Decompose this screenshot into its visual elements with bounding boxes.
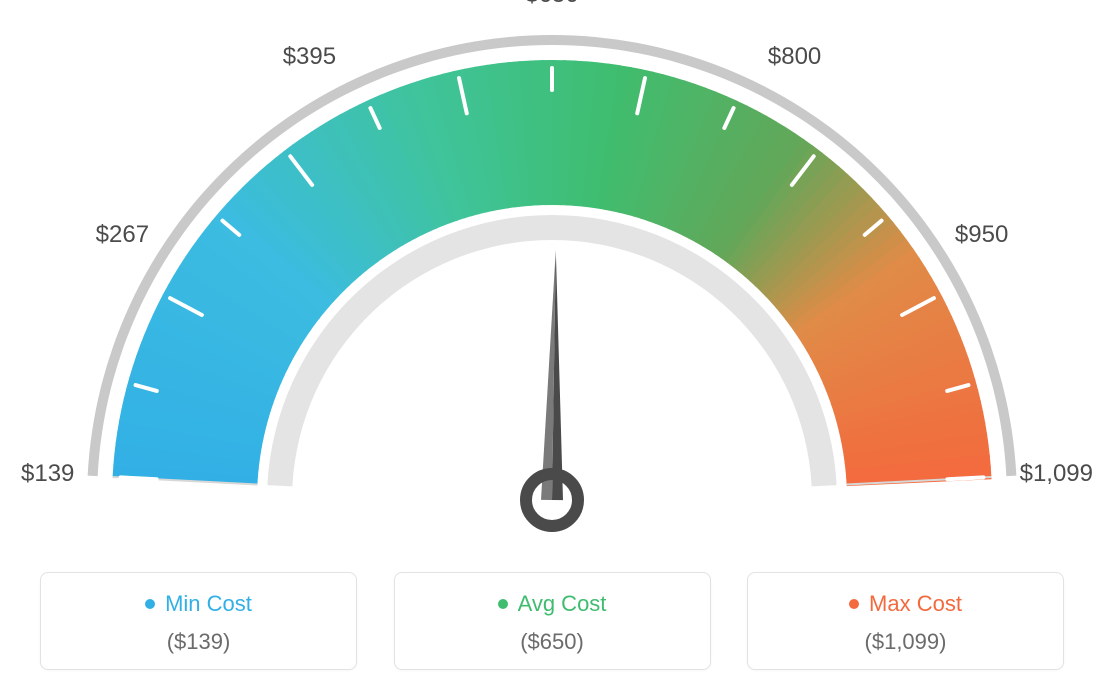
scale-label: $267 (96, 221, 149, 249)
legend-value-max: ($1,099) (748, 629, 1063, 655)
scale-label: $650 (525, 0, 578, 9)
legend-card-max: Max Cost ($1,099) (747, 572, 1064, 670)
legend-title-max-text: Max Cost (869, 591, 962, 617)
scale-label: $1,099 (1020, 460, 1093, 488)
legend-card-min: Min Cost ($139) (40, 572, 357, 670)
legend-dot-max (849, 599, 859, 609)
cost-gauge-chart: $139 $267 $395 $650 $800 $950 $1,099 Min Cost … (0, 0, 1104, 690)
scale-label: $800 (768, 43, 821, 71)
scale-label: $950 (955, 221, 1008, 249)
legend-title-avg-text: Avg Cost (518, 591, 607, 617)
legend-title-min: Min Cost (145, 591, 252, 617)
legend-row: Min Cost ($139) Avg Cost ($650) Max Cost… (0, 572, 1104, 670)
legend-title-max: Max Cost (849, 591, 962, 617)
legend-value-avg: ($650) (395, 629, 710, 655)
scale-label: $139 (21, 460, 74, 488)
legend-title-min-text: Min Cost (165, 591, 252, 617)
legend-card-avg: Avg Cost ($650) (394, 572, 711, 670)
legend-dot-avg (498, 599, 508, 609)
legend-dot-min (145, 599, 155, 609)
gauge-area: $139 $267 $395 $650 $800 $950 $1,099 (0, 0, 1104, 560)
legend-title-avg: Avg Cost (498, 591, 607, 617)
legend-value-min: ($139) (41, 629, 356, 655)
scale-label: $395 (283, 43, 336, 71)
gauge-svg (0, 0, 1104, 560)
